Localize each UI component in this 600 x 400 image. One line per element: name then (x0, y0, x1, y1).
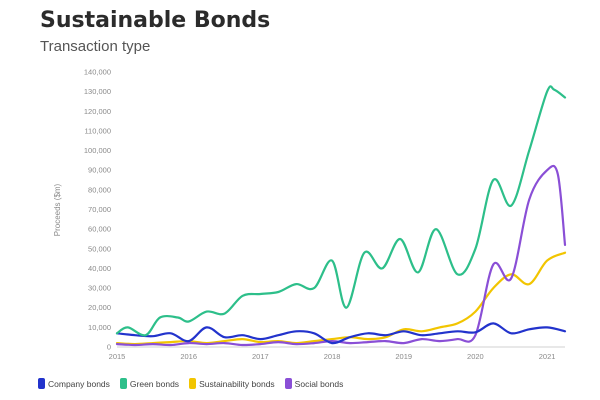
y-tick-label: 50,000 (88, 244, 111, 253)
y-tick-label: 10,000 (88, 323, 111, 332)
x-tick-label: 2015 (109, 352, 126, 361)
x-tick-label: 2016 (180, 352, 197, 361)
legend-item-sustainability-bonds: Sustainability bonds (189, 378, 275, 389)
legend-label: Green bonds (129, 378, 180, 389)
y-axis-label: Proceeds ($m) (53, 183, 62, 236)
x-tick-label: 2018 (324, 352, 341, 361)
y-tick-label: 60,000 (88, 225, 111, 234)
chart-title: Sustainable Bonds (40, 8, 271, 33)
x-tick-label: 2021 (539, 352, 556, 361)
x-tick-label: 2019 (395, 352, 412, 361)
legend-item-company-bonds: Company bonds (38, 378, 110, 389)
y-tick-label: 90,000 (88, 166, 111, 175)
y-tick-label: 20,000 (88, 303, 111, 312)
y-tick-label: 120,000 (84, 107, 111, 116)
y-tick-label: 80,000 (88, 185, 111, 194)
series-line-green-bonds (115, 85, 567, 337)
legend-label: Sustainability bonds (199, 378, 275, 389)
y-tick-label: 70,000 (88, 205, 111, 214)
y-tick-label: 40,000 (88, 264, 111, 273)
series-line-social-bonds (115, 164, 567, 347)
legend-swatch (38, 378, 45, 389)
y-tick-label: 30,000 (88, 284, 111, 293)
x-tick-label: 2020 (467, 352, 484, 361)
y-tick-label: 0 (107, 343, 111, 352)
y-tick-label: 100,000 (84, 146, 111, 155)
legend-label: Company bonds (48, 378, 110, 389)
series-line-company-bonds (115, 322, 567, 345)
legend-swatch (284, 378, 292, 389)
y-tick-label: 130,000 (84, 87, 111, 96)
chart-subtitle: Transaction type (40, 38, 151, 55)
legend-item-green-bonds: Green bonds (119, 378, 180, 389)
legend-swatch (189, 378, 197, 389)
x-tick-label: 2017 (252, 352, 269, 361)
legend-item-social-bonds: Social bonds (284, 378, 344, 389)
y-tick-label: 110,000 (84, 126, 111, 135)
legend-swatch (119, 378, 127, 389)
chart-legend: Company bonds Green bonds Sustainability b… (38, 378, 343, 389)
legend-label: Social bonds (294, 378, 344, 389)
y-tick-label: 140,000 (84, 68, 111, 77)
